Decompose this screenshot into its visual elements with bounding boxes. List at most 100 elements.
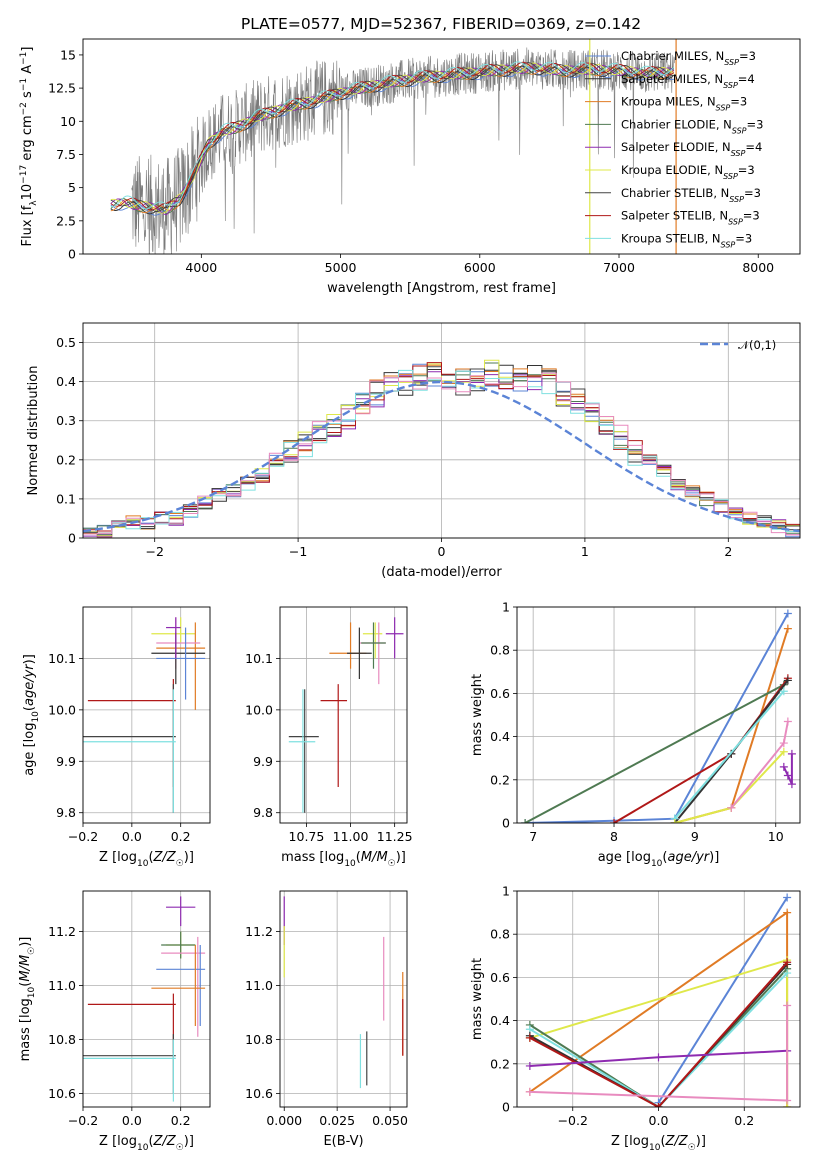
- x-tick-label: 0.000: [266, 1113, 302, 1128]
- mass-weight-marker: [727, 803, 736, 812]
- y-tick-label: 9.9: [56, 754, 76, 769]
- mass-weight-marker: [525, 1087, 534, 1096]
- x-tick-label: 11.00: [333, 829, 369, 844]
- x-tick-label: −2: [145, 544, 163, 559]
- axes-frame: [82, 606, 211, 824]
- age-vs-mass-panel: 10.75 11.00 11.25 9.8 9.9 10.0 10.1 mass [log10…: [245, 606, 413, 869]
- mass-weight-line: [657, 896, 788, 1104]
- x-tick-label: 0.2: [171, 1113, 191, 1128]
- mass-weight-marker: [783, 893, 792, 902]
- y-tick-label: 10.1: [245, 651, 273, 666]
- legend-label: Salpeter MILES, NSSP=4: [621, 72, 755, 90]
- x-tick-label: 0.2: [171, 829, 191, 844]
- x-tick-label: 0.0: [649, 1113, 669, 1128]
- x-tick-label: 11.25: [377, 829, 413, 844]
- mass-weight-line: [613, 677, 789, 823]
- y-tick-label: 10.6: [245, 1086, 273, 1101]
- normal-curve: [83, 380, 800, 533]
- mass-weight-marker: [654, 1103, 663, 1107]
- x-tick-label: −0.2: [558, 1113, 588, 1128]
- mass-weight-marker: [779, 747, 788, 756]
- y-tick-label: 10.0: [245, 702, 273, 717]
- y-axis-label: age [log10(age/yr)]: [22, 654, 41, 776]
- y-tick-label: 0.8: [490, 927, 510, 942]
- axes-frame: [82, 890, 211, 1108]
- x-axis-label: mass [log10(M/M☉)]: [281, 850, 406, 869]
- mass-weight-marker: [783, 908, 792, 917]
- y-axis-label: mass weight: [470, 958, 485, 1040]
- mass-weight-marker: [783, 771, 792, 780]
- mass-weight-line: [673, 690, 785, 820]
- axes-frame: [279, 606, 408, 824]
- y-axis-label: mass weight: [470, 674, 485, 756]
- mass-weight-line: [529, 968, 788, 1107]
- y-tick-label: 0.4: [490, 729, 510, 744]
- y-tick-label: 0.5: [56, 335, 76, 350]
- y-axis-label: Flux [fλ10−17 erg cm−2 s−1 A−1]: [19, 47, 39, 247]
- figure-title: PLATE=0577, MJD=52367, FIBERID=0369, z=0…: [241, 15, 641, 33]
- y-tick-label: 1: [502, 884, 510, 899]
- axes-frame: [516, 606, 801, 824]
- y-tick-label: 0.4: [56, 374, 76, 389]
- mass-weight-marker: [783, 624, 792, 633]
- mass-weight-marker: [610, 819, 619, 823]
- mass-weight-marker: [783, 609, 792, 618]
- x-tick-label: 4000: [185, 260, 217, 275]
- y-tick-label: 0.3: [56, 413, 76, 428]
- axes-frame: [82, 38, 801, 255]
- x-tick-label: 0.050: [372, 1113, 408, 1128]
- legend-label: Kroupa MILES, NSSP=3: [621, 95, 747, 113]
- mass-weight-marker: [783, 969, 792, 978]
- legend-label: Salpeter STELIB, NSSP=3: [621, 209, 760, 227]
- x-axis-label: E(B-V): [323, 1134, 363, 1149]
- mass-vs-Z-panel: −0.2 0.0 0.2 10.6 10.8 11.0 11.2 Z [log10(Z/Z☉)…: [18, 890, 211, 1153]
- y-axis-label: mass [log10(M/M☉)]: [18, 937, 37, 1062]
- x-tick-label: −0.2: [68, 1113, 98, 1128]
- legend-label: Kroupa ELODIE, NSSP=3: [621, 163, 755, 181]
- mass-weight-line: [674, 628, 789, 823]
- mass-weight-marker: [670, 819, 679, 823]
- y-tick-label: 0: [68, 247, 76, 262]
- residuals-panel: −2 −1 0 1 2 0 0.1 0.2 0.3 0.4 0.5 (data-model)/erro…: [26, 322, 801, 580]
- age-vs-Z-panel: −0.2 0.0 0.2 9.8 9.9 10.0 10.1 Z [log10(Z/Z☉)] a…: [22, 606, 211, 869]
- x-axis-label: wavelength [Angstrom, rest frame]: [327, 281, 556, 296]
- y-tick-label: 2.5: [56, 213, 76, 228]
- y-tick-label: 7.5: [56, 147, 76, 162]
- x-axis-label: age [log10(age/yr)]: [598, 850, 720, 869]
- model-spectrum-line: [110, 63, 675, 216]
- x-axis-label: Z [log10(Z/Z☉)]: [99, 1134, 194, 1153]
- axes-frame: [516, 890, 801, 1108]
- mass-weight-line: [529, 961, 788, 1107]
- y-tick-label: 0: [502, 816, 510, 831]
- legend-label: Chabrier STELIB, NSSP=3: [621, 186, 761, 204]
- mass-weight-line: [525, 613, 789, 823]
- spectrum-panel: 4000 5000 6000 7000 8000 0 2.5 5 7.5 10 12.5 15 wave…: [19, 38, 801, 296]
- axes-frame: [279, 890, 408, 1108]
- mass-weight-line: [730, 721, 789, 809]
- y-tick-label: 11.2: [245, 924, 273, 939]
- y-tick-label: 0.1: [56, 491, 76, 506]
- y-tick-label: 10.8: [245, 1032, 273, 1047]
- chart-panels: 4000 5000 6000 7000 800002.557.51012.515wave…: [18, 38, 801, 1153]
- model-spectrum-line: [110, 62, 674, 212]
- y-tick-label: 0.2: [490, 1056, 510, 1071]
- y-tick-label: 0.6: [490, 686, 510, 701]
- model-spectrum-line: [110, 61, 675, 211]
- x-tick-label: 1: [581, 544, 589, 559]
- x-tick-label: 8000: [742, 260, 774, 275]
- y-tick-label: 9.9: [253, 754, 273, 769]
- legend-label: 𝒩(0,1): [738, 338, 776, 352]
- mass-weight-marker: [521, 819, 530, 823]
- y-tick-label: 0: [68, 531, 76, 546]
- legend-label: Kroupa STELIB, NSSP=3: [621, 231, 752, 249]
- x-tick-label: 7: [529, 829, 537, 844]
- x-tick-label: 2: [724, 544, 732, 559]
- mass-weight-marker: [783, 717, 792, 726]
- mass-weight-marker: [783, 1001, 792, 1010]
- x-tick-label: 10.75: [289, 829, 325, 844]
- x-tick-label: 8: [610, 829, 618, 844]
- y-tick-label: 10.0: [48, 702, 76, 717]
- y-tick-label: 10: [60, 114, 76, 129]
- y-tick-label: 0.2: [56, 452, 76, 467]
